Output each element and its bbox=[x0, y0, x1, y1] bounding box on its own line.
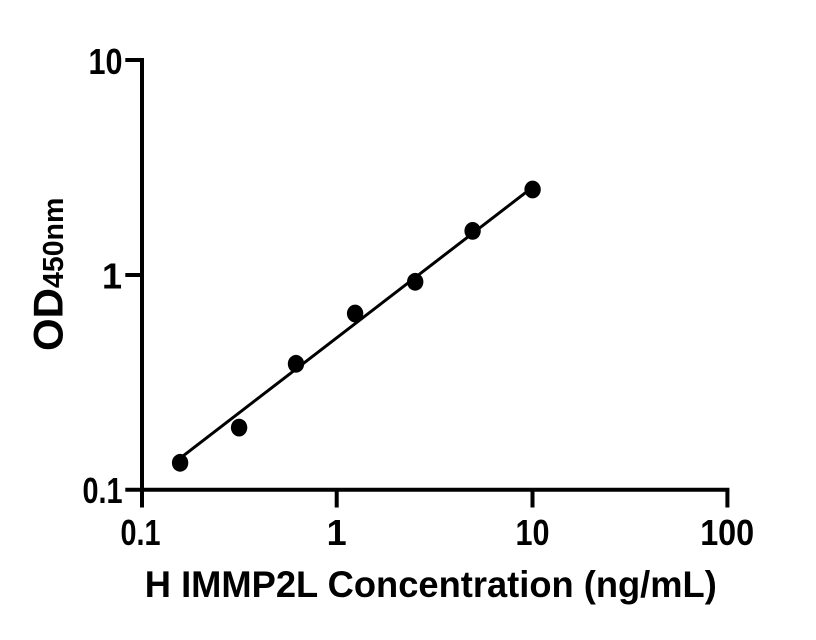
svg-text:100: 100 bbox=[700, 512, 754, 553]
svg-text:10: 10 bbox=[516, 512, 550, 553]
svg-text:0.1: 0.1 bbox=[83, 470, 123, 511]
svg-text:1: 1 bbox=[327, 512, 347, 553]
svg-text:0.1: 0.1 bbox=[121, 512, 161, 553]
svg-text:1: 1 bbox=[102, 255, 122, 296]
svg-text:H IMMP2L Concentration (ng/mL): H IMMP2L Concentration (ng/mL) bbox=[145, 564, 717, 605]
svg-text:10: 10 bbox=[89, 41, 123, 82]
